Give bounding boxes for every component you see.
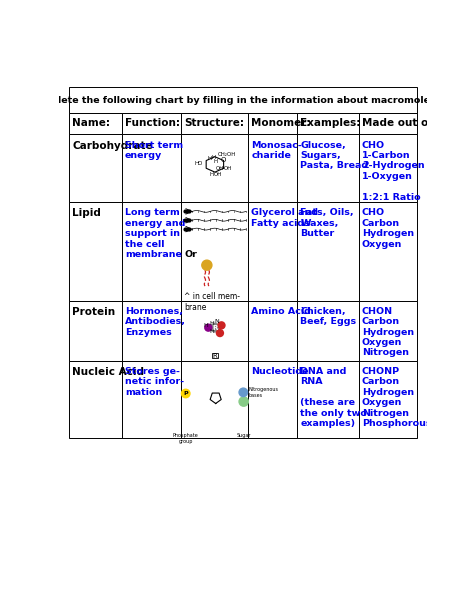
Text: H: H [212,155,216,160]
Bar [248,361,297,438]
Circle shape [182,389,190,398]
Text: Glycerol and
Fatty acids: Glycerol and Fatty acids [251,208,319,227]
Text: Made out of:: Made out of: [362,118,437,128]
Text: Name:: Name: [73,118,110,128]
Text: R: R [212,352,217,359]
Text: Nitrogenous
bases: Nitrogenous bases [248,387,278,398]
Bar [69,113,122,134]
Bar [297,301,359,361]
Text: Glucose,
Sugars,
Pasta, Bread: Glucose, Sugars, Pasta, Bread [300,140,368,170]
Text: Phosphate
group: Phosphate group [173,433,199,444]
Bar [359,134,417,202]
Bar [122,301,182,361]
Text: H: H [213,159,218,164]
Text: Stores ge-
netic infor-
mation: Stores ge- netic infor- mation [125,367,184,397]
Text: OH: OH [223,166,232,171]
Bar [359,361,417,438]
Text: Carbohydrate: Carbohydrate [73,140,153,151]
Bar [69,301,122,361]
Text: ^ in cell mem-
brane: ^ in cell mem- brane [184,292,240,311]
Bar [122,113,182,134]
Text: CH₂OH: CH₂OH [218,152,237,157]
Text: HO: HO [194,161,203,166]
Text: H: H [208,156,212,161]
Bar [122,361,182,438]
Bar [297,361,359,438]
Bar [248,113,297,134]
Circle shape [217,330,223,337]
Text: H: H [210,329,214,335]
Bar [248,301,297,361]
Bar [248,202,297,301]
Bar [359,202,417,301]
Text: Protein: Protein [73,307,116,317]
Bar [182,113,248,134]
Bar [297,113,359,134]
Circle shape [239,388,247,397]
Text: Nucleic Acid: Nucleic Acid [73,367,145,377]
Bar [297,134,359,202]
Text: R: R [212,325,218,330]
Text: CHO
1-Carbon
2-Hydrogen
1-Oxygen

1:2:1 Ratio: CHO 1-Carbon 2-Hydrogen 1-Oxygen 1:2:1 R… [362,140,424,202]
Text: Examples:: Examples: [300,118,361,128]
Text: H: H [203,323,208,328]
Circle shape [210,324,219,332]
Text: Monosac-
charide: Monosac- charide [251,140,302,160]
Bar [297,202,359,301]
Bar [182,202,248,301]
Text: Hormones,
Antibodies,
Enzymes: Hormones, Antibodies, Enzymes [125,307,186,337]
Text: Structure:: Structure: [184,118,245,128]
Text: Nucleotide: Nucleotide [251,367,309,376]
Text: H: H [210,172,214,177]
Text: H: H [210,321,214,326]
Bar [122,134,182,202]
Bar [248,134,297,202]
Text: Lipid: Lipid [73,208,101,218]
Bar [69,361,122,438]
Bar [182,134,248,202]
Text: N: N [214,319,219,324]
Text: CHONP
Carbon
Hydrogen
Oxygen
Nitrogen
Phosphorous: CHONP Carbon Hydrogen Oxygen Nitrogen Ph… [362,367,431,428]
Text: O: O [221,157,226,163]
Text: CHO
Carbon
Hydrogen
Oxygen: CHO Carbon Hydrogen Oxygen [362,208,414,248]
Text: Or: Or [184,250,197,259]
Text: CHON
Carbon
Hydrogen
Oxygen
Nitrogen: CHON Carbon Hydrogen Oxygen Nitrogen [362,307,414,357]
Bar [359,301,417,361]
Text: DNA and
RNA

(these are
the only two
examples): DNA and RNA (these are the only two exam… [300,367,367,428]
Bar [212,354,218,358]
Text: Fats, Oils,
Waxes,
Butter: Fats, Oils, Waxes, Butter [300,208,354,238]
Circle shape [202,260,212,270]
Bar [69,88,417,113]
Bar [182,361,248,438]
Text: Complete the following chart by filling in the information about macromolecules: Complete the following chart by filling … [28,96,458,105]
Text: OH: OH [216,166,224,171]
Circle shape [239,397,248,406]
Text: Chicken,
Beef, Eggs: Chicken, Beef, Eggs [300,307,356,326]
Text: Short term
energy: Short term energy [125,140,183,160]
Bar [359,113,417,134]
Bar [69,202,122,301]
Text: Long term
energy and
support in
the cell
membrane: Long term energy and support in the cell… [125,208,185,259]
Bar [182,301,248,361]
Text: OH: OH [214,172,222,177]
Bar [69,134,122,202]
Circle shape [205,324,212,331]
Text: Sugar: Sugar [237,433,251,438]
Text: Function:: Function: [125,118,180,128]
Circle shape [218,322,225,329]
Text: Amino Acid: Amino Acid [251,307,311,316]
Text: Monomer:: Monomer: [251,118,311,128]
Text: P: P [183,391,188,396]
Bar [122,202,182,301]
